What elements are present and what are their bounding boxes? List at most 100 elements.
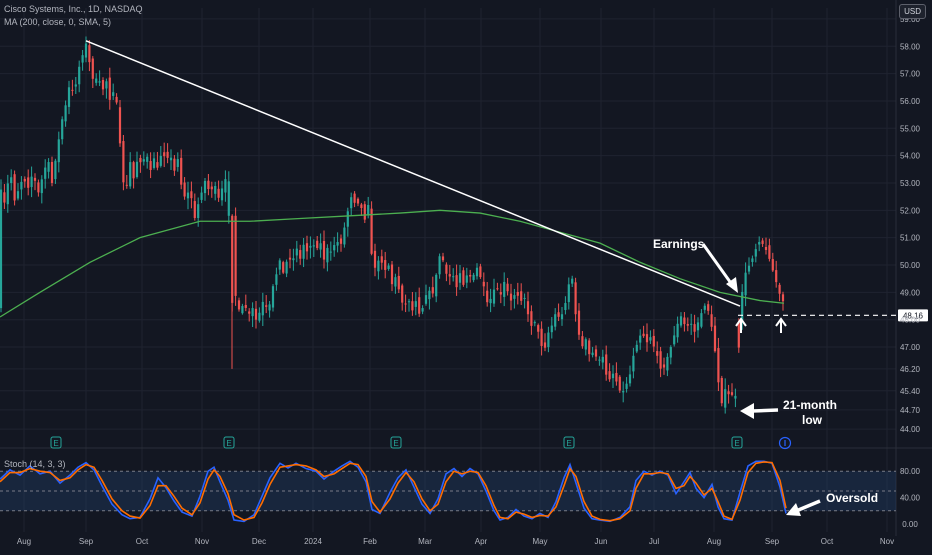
candle-body [639, 335, 642, 343]
candle-body [751, 258, 754, 262]
earnings-marker-label: E [566, 439, 571, 448]
candle-body [37, 182, 40, 193]
earnings-arrow-shaft [701, 243, 735, 287]
x-tick-label: Jun [595, 537, 608, 546]
candle-body [703, 305, 706, 310]
currency-button[interactable]: USD [899, 4, 926, 19]
candle-body [554, 314, 557, 327]
candle-body [64, 105, 67, 122]
candle-body [469, 274, 472, 277]
candle-body [615, 372, 618, 382]
earnings-marker-icon: E [50, 436, 62, 449]
candle-body [452, 276, 455, 278]
candle-body [577, 310, 581, 335]
candle-body [771, 259, 774, 271]
y-tick-label: 48.00 [900, 316, 921, 325]
candle-body [418, 297, 421, 314]
candle-body [258, 312, 261, 321]
candle-body [319, 243, 322, 250]
candle-body [350, 197, 353, 209]
x-tick-label: Sep [765, 537, 780, 546]
candle-body [618, 376, 621, 391]
candle-body [424, 295, 428, 304]
candle-body [730, 392, 734, 395]
candle-body [329, 251, 332, 253]
candle-body [6, 183, 9, 205]
low-arrow-head [740, 403, 754, 419]
candle-body [693, 324, 696, 332]
candle-body [115, 96, 118, 103]
candle-body [149, 161, 152, 170]
earnings-marker-icon: E [563, 436, 575, 449]
candle-body [180, 157, 183, 185]
candle-body [509, 293, 513, 301]
upcoming-earnings-icon [778, 436, 792, 450]
candle-body [547, 332, 550, 348]
ma-200-line [0, 209, 785, 318]
candle-body [520, 291, 523, 301]
candle-body [696, 322, 700, 331]
candle-body [251, 308, 254, 317]
candle-body [353, 193, 356, 203]
y-tick-label: 56.00 [900, 97, 921, 106]
candle-body [747, 265, 751, 272]
candle-body [200, 192, 203, 200]
candle-body [183, 182, 186, 197]
stoch-y-tick-label: 40.00 [900, 494, 921, 503]
candle-body [95, 78, 98, 83]
candle-body [339, 238, 343, 244]
y-tick-label: 46.20 [900, 365, 921, 374]
candle-body [710, 314, 713, 327]
candle-body [445, 264, 448, 274]
candle-body [560, 314, 564, 320]
candle-body [506, 283, 509, 292]
earnings-marker-box [50, 436, 62, 449]
ma-indicator-label: MA (200, close, 0, SMA, 5) [4, 17, 112, 27]
candle-body [581, 336, 584, 347]
x-tick-label: Feb [363, 537, 377, 546]
candle-body [571, 278, 574, 284]
candle-body [305, 243, 309, 252]
earnings-marker-icon: E [223, 436, 235, 449]
candle-body [530, 311, 533, 326]
candle-body [271, 286, 275, 308]
candle-body [591, 352, 594, 356]
candle-body [152, 158, 156, 168]
candle-body [292, 258, 295, 261]
candle-body [159, 155, 162, 166]
up-arrow-head [775, 317, 787, 327]
candle-body [635, 344, 638, 352]
earnings-marker-icon: E [731, 436, 743, 449]
candle-body [717, 348, 720, 383]
x-tick-label: Mar [418, 537, 432, 546]
candle-body [163, 152, 166, 157]
candle-body [370, 208, 373, 254]
candle-body [50, 161, 54, 183]
candle-body [166, 151, 169, 158]
annotation-earnings: Earnings [653, 237, 705, 251]
candle-body [146, 156, 149, 162]
candle-body [71, 89, 74, 91]
candle-body [336, 242, 339, 246]
candle-body [10, 177, 13, 184]
x-tick-label: Oct [821, 537, 834, 546]
candle-body [421, 308, 424, 312]
candle-body [214, 185, 217, 194]
candle-body [84, 43, 88, 58]
candle-body [523, 297, 526, 299]
candle-body [727, 391, 730, 395]
oversold-arrow-shaft [795, 499, 821, 513]
y-tick-label: 53.00 [900, 179, 921, 188]
candle-body [533, 322, 536, 324]
candle-body [57, 139, 60, 163]
candle-body [676, 323, 679, 338]
candle-body [33, 177, 37, 181]
candle-body [486, 290, 489, 303]
candle-body [105, 81, 108, 89]
candle-body [248, 311, 251, 314]
candle-body [237, 300, 241, 310]
candle-body [217, 188, 220, 198]
candle-body [275, 274, 278, 285]
y-tick-label: 49.00 [900, 288, 921, 297]
low-arrow-shaft [751, 408, 779, 413]
